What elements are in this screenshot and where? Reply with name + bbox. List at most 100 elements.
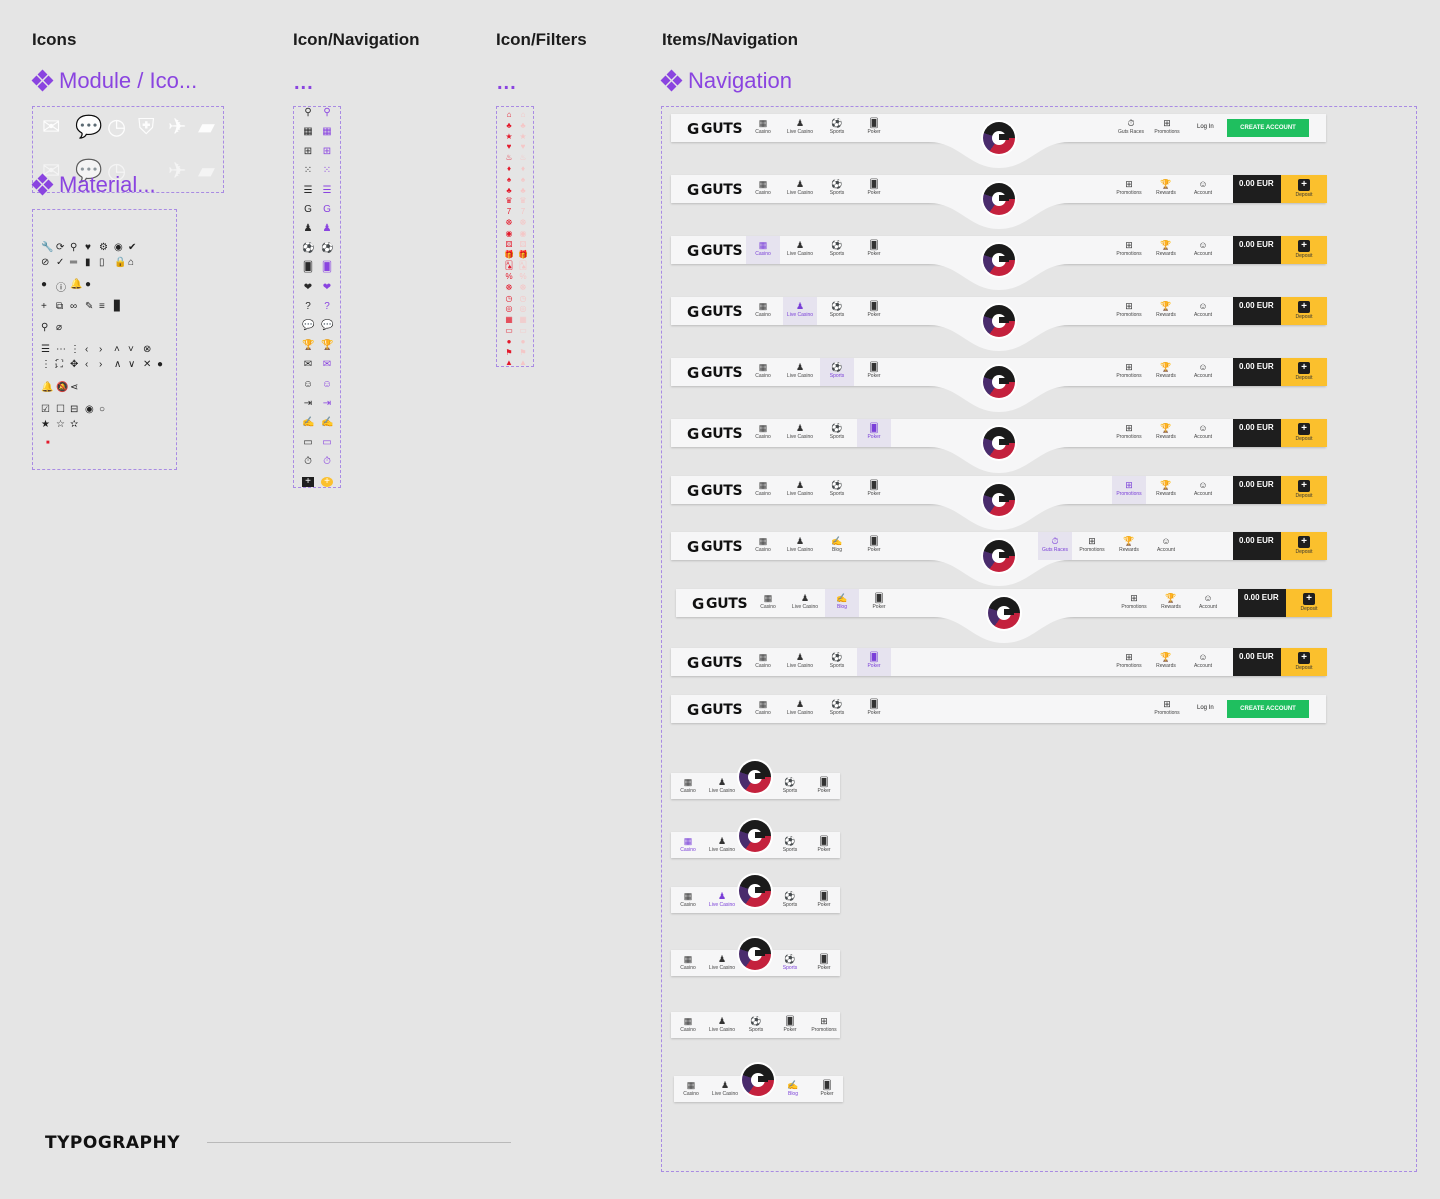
guts-logo[interactable]: G GUTS [687, 364, 743, 382]
create-account-button[interactable]: CREATE ACCOUNT [1227, 119, 1309, 137]
nav-item-live-casino[interactable]: ♟ Live Casino [783, 423, 817, 440]
nav-item-promotions[interactable]: ⊞ Promotions [1117, 593, 1151, 610]
deposit-button[interactable]: + Deposit [1281, 532, 1327, 560]
guts-logo[interactable]: G GUTS [687, 425, 743, 443]
nav-item-casino[interactable]: ▦ Casino [746, 480, 780, 497]
nav-item-blog[interactable]: ✍ Blog [820, 536, 854, 553]
nav-item-casino[interactable]: ▦ Casino [746, 362, 780, 379]
nav-item-promotions[interactable]: ⊞ Promotions [1112, 652, 1146, 669]
nav-item-live-casino[interactable]: ♟ Live Casino [707, 777, 737, 794]
nav-item-sports[interactable]: ⚽ Sports [820, 240, 854, 257]
nav-item-poker[interactable]: 🂠 Poker [857, 536, 891, 553]
nav-item-casino[interactable]: ▦ Casino [746, 179, 780, 196]
nav-item-poker[interactable]: 🂠 Poker [857, 699, 891, 716]
login-link[interactable]: Log In [1197, 124, 1214, 130]
nav-item-sports[interactable]: ⚽ Sports [820, 699, 854, 716]
guts-logo[interactable]: G GUTS [687, 482, 743, 500]
guts-logo[interactable]: G GUTS [687, 654, 743, 672]
nav-item-casino[interactable]: ▦ Casino [746, 423, 780, 440]
nav-item-live-casino[interactable]: ♟ Live Casino [707, 954, 737, 971]
nav-item-guts-races[interactable]: ⏱ Guts Races [1114, 118, 1148, 135]
nav-item-sports[interactable]: ⚽ Sports [775, 777, 805, 794]
nav-item-rewards[interactable]: 🏆 Rewards [1149, 301, 1183, 318]
nav-item-account[interactable]: ☺ Account [1149, 536, 1183, 553]
guts-logo[interactable]: G GUTS [687, 538, 743, 556]
nav-item-poker[interactable]: 🂠 Poker [857, 118, 891, 135]
nav-item-live-casino[interactable]: ♟ Live Casino [783, 179, 817, 196]
nav-item-poker[interactable]: 🂠 Poker [857, 240, 891, 257]
nav-item-rewards[interactable]: 🏆 Rewards [1149, 240, 1183, 257]
nav-item-sports[interactable]: ⚽ Sports [820, 179, 854, 196]
guts-logo[interactable]: G GUTS [687, 242, 743, 260]
nav-item-promotions[interactable]: ⊞ Promotions [1112, 179, 1146, 196]
nav-item-poker[interactable]: 🂠 Poker [857, 648, 891, 676]
nav-item-promotions[interactable]: ⊞ Promotions [1112, 476, 1146, 504]
nav-item-account[interactable]: ☺ Account [1191, 593, 1225, 610]
guts-home-badge[interactable] [981, 425, 1017, 461]
guts-home-badge[interactable] [737, 873, 773, 909]
nav-item-casino[interactable]: ▦ Casino [746, 118, 780, 135]
nav-item-blog[interactable]: ✍ Blog [825, 589, 859, 617]
guts-logo[interactable]: G GUTS [692, 595, 748, 613]
nav-item-casino[interactable]: ▦ Casino [746, 652, 780, 669]
nav-item-promotions[interactable]: ⊞ Promotions [1075, 536, 1109, 553]
component-title-navigation[interactable]: Navigation [660, 68, 792, 94]
nav-item-promotions[interactable]: ⊞ Promotions [1112, 362, 1146, 379]
nav-item-promotions[interactable]: ⊞ Promotions [1150, 699, 1184, 716]
balance-display[interactable]: 0.00 EUR [1233, 648, 1281, 676]
nav-item-sports[interactable]: ⚽ Sports [820, 480, 854, 497]
nav-item-poker[interactable]: 🂠 Poker [857, 179, 891, 196]
nav-item-casino[interactable]: ▦ Casino [746, 236, 780, 264]
nav-item-rewards[interactable]: 🏆 Rewards [1149, 480, 1183, 497]
nav-item-rewards[interactable]: 🏆 Rewards [1149, 652, 1183, 669]
deposit-button[interactable]: + Deposit [1281, 358, 1327, 386]
nav-item-sports[interactable]: ⚽ Sports [820, 423, 854, 440]
filter-icons-dots[interactable]: ... [497, 72, 517, 94]
guts-logo[interactable]: G GUTS [687, 120, 743, 138]
guts-home-badge[interactable] [740, 1062, 776, 1098]
nav-item-live-casino[interactable]: ♟ Live Casino [783, 652, 817, 669]
balance-display[interactable]: 0.00 EUR [1233, 358, 1281, 386]
deposit-button[interactable]: + Deposit [1281, 175, 1327, 203]
nav-item-live-casino[interactable]: ♟ Live Casino [783, 297, 817, 325]
nav-item-account[interactable]: ☺ Account [1186, 301, 1220, 318]
balance-display[interactable]: 0.00 EUR [1233, 476, 1281, 504]
guts-home-badge[interactable] [981, 364, 1017, 400]
nav-item-poker[interactable]: 🂠 Poker [809, 891, 839, 908]
nav-item-promotions[interactable]: ⊞ Promotions [1112, 301, 1146, 318]
nav-item-live-casino[interactable]: ♟ Live Casino [783, 536, 817, 553]
nav-item-live-casino[interactable]: ♟ Live Casino [783, 699, 817, 716]
deposit-button[interactable]: + Deposit [1286, 589, 1332, 617]
nav-item-casino[interactable]: ▦ Casino [673, 836, 703, 853]
login-link[interactable]: Log In [1197, 705, 1214, 711]
guts-home-badge[interactable] [986, 595, 1022, 631]
nav-item-casino[interactable]: ▦ Casino [673, 777, 703, 794]
nav-item-poker[interactable]: 🂠 Poker [862, 593, 896, 610]
nav-item-live-casino[interactable]: ♟ Live Casino [707, 836, 737, 853]
nav-item-sports[interactable]: ⚽ Sports [775, 891, 805, 908]
deposit-button[interactable]: + Deposit [1281, 419, 1327, 447]
nav-item-promotions[interactable]: ⊞ Promotions [1112, 423, 1146, 440]
balance-display[interactable]: 0.00 EUR [1233, 175, 1281, 203]
guts-home-badge[interactable] [981, 242, 1017, 278]
nav-item-account[interactable]: ☺ Account [1186, 423, 1220, 440]
nav-item-casino[interactable]: ▦ Casino [673, 1016, 703, 1033]
nav-item-poker[interactable]: 🂠 Poker [812, 1080, 842, 1097]
guts-home-badge[interactable] [737, 759, 773, 795]
nav-item-poker[interactable]: 🂠 Poker [857, 480, 891, 497]
guts-logo[interactable]: G GUTS [687, 181, 743, 199]
nav-item-poker[interactable]: 🂠 Poker [809, 954, 839, 971]
nav-item-sports[interactable]: ⚽ Sports [820, 301, 854, 318]
component-title-module-icons[interactable]: Module / Ico... [31, 68, 197, 94]
nav-item-poker[interactable]: 🂠 Poker [809, 777, 839, 794]
component-title-material[interactable]: Material... [31, 172, 156, 198]
nav-item-sports[interactable]: ⚽ Sports [820, 118, 854, 135]
balance-display[interactable]: 0.00 EUR [1233, 419, 1281, 447]
nav-item-account[interactable]: ☺ Account [1186, 240, 1220, 257]
nav-item-live-casino[interactable]: ♟ Live Casino [783, 118, 817, 135]
nav-item-live-casino[interactable]: ♟ Live Casino [783, 362, 817, 379]
nav-item-rewards[interactable]: 🏆 Rewards [1154, 593, 1188, 610]
nav-item-sports[interactable]: ⚽ Sports [775, 836, 805, 853]
nav-item-casino[interactable]: ▦ Casino [746, 536, 780, 553]
nav-item-account[interactable]: ☺ Account [1186, 480, 1220, 497]
